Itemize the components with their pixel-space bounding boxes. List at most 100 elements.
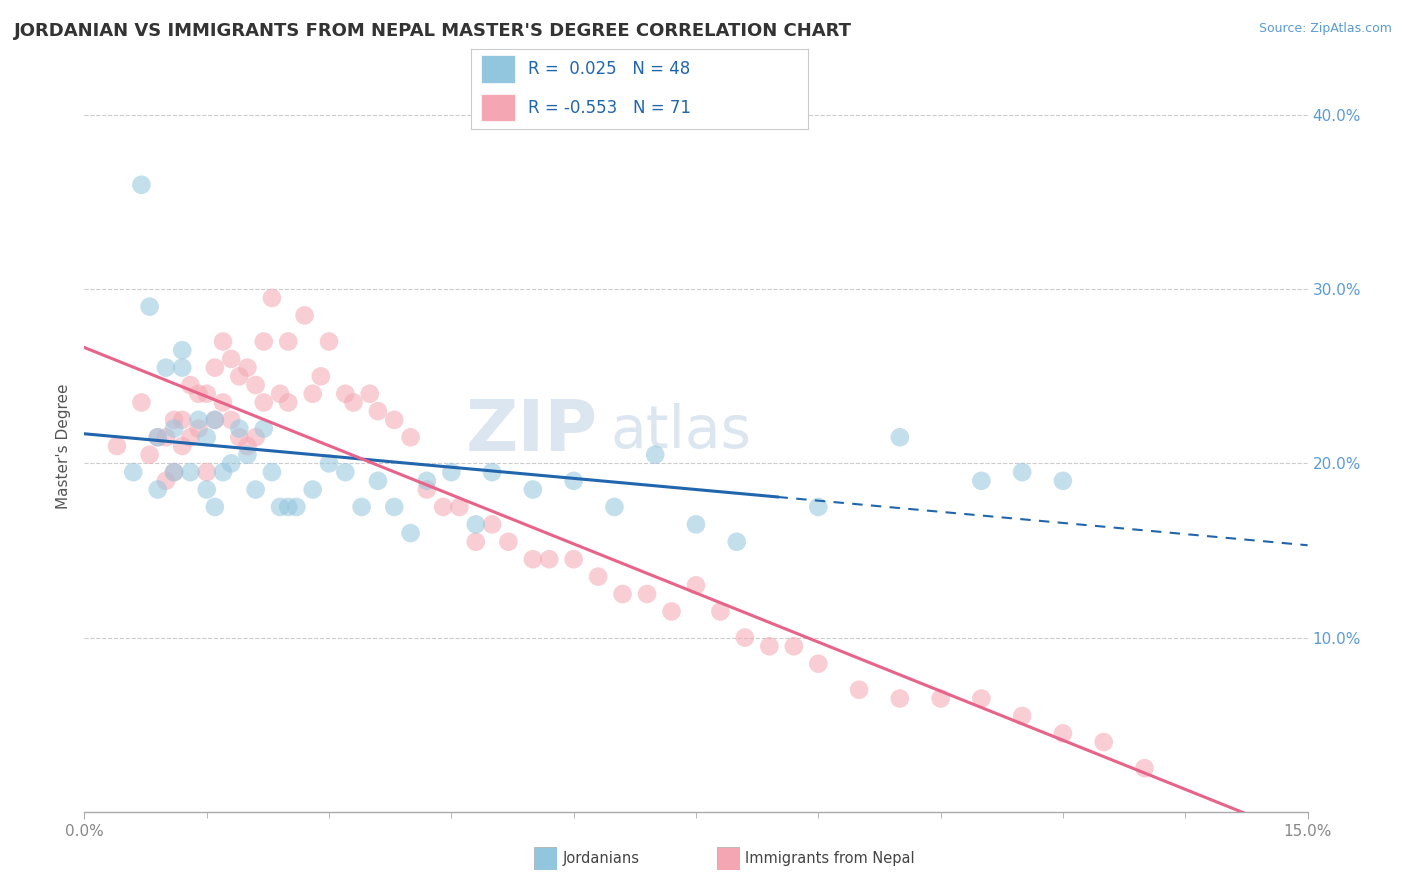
Point	[807, 500, 830, 514]
Point	[1092, 735, 1115, 749]
Point	[195, 430, 218, 444]
Text: Source: ZipAtlas.com: Source: ZipAtlas.com	[1258, 22, 1392, 36]
Point	[889, 430, 911, 444]
Point	[277, 334, 299, 349]
Point	[269, 500, 291, 514]
Point	[1133, 761, 1156, 775]
Point	[449, 500, 471, 514]
Point	[172, 360, 194, 375]
Point	[382, 413, 405, 427]
Point	[522, 483, 544, 497]
Point	[277, 395, 299, 409]
Point	[163, 465, 186, 479]
Point	[195, 386, 218, 401]
Point	[172, 413, 194, 427]
Point	[105, 439, 128, 453]
Point	[464, 534, 486, 549]
Point	[929, 691, 952, 706]
Point	[367, 404, 389, 418]
Point	[1052, 726, 1074, 740]
Text: JORDANIAN VS IMMIGRANTS FROM NEPAL MASTER'S DEGREE CORRELATION CHART: JORDANIAN VS IMMIGRANTS FROM NEPAL MASTE…	[14, 22, 852, 40]
Point	[204, 360, 226, 375]
Point	[131, 178, 153, 192]
Text: Immigrants from Nepal: Immigrants from Nepal	[745, 851, 915, 865]
Point	[228, 421, 250, 435]
Point	[301, 483, 323, 497]
Point	[335, 465, 357, 479]
Point	[848, 682, 870, 697]
Point	[228, 430, 250, 444]
Point	[163, 465, 186, 479]
Point	[294, 309, 316, 323]
Point	[1011, 709, 1033, 723]
Point	[269, 386, 291, 401]
Point	[219, 351, 242, 366]
Point	[783, 640, 806, 654]
Point	[277, 500, 299, 514]
Point	[586, 569, 609, 583]
Text: Jordanians: Jordanians	[562, 851, 640, 865]
Point	[172, 439, 194, 453]
Point	[236, 360, 259, 375]
Point	[155, 360, 177, 375]
Point	[399, 430, 422, 444]
Point	[367, 474, 389, 488]
Point	[187, 386, 209, 401]
Point	[187, 421, 209, 435]
Point	[382, 500, 405, 514]
Point	[416, 474, 439, 488]
Point	[253, 421, 276, 435]
Point	[1052, 474, 1074, 488]
Point	[253, 395, 276, 409]
Point	[685, 578, 707, 592]
Point	[212, 334, 235, 349]
Point	[285, 500, 308, 514]
Bar	[481, 55, 515, 83]
Point	[464, 517, 486, 532]
Text: atlas: atlas	[610, 403, 751, 460]
Point	[538, 552, 561, 566]
Point	[245, 483, 267, 497]
Point	[195, 483, 218, 497]
Point	[603, 500, 626, 514]
Point	[970, 474, 993, 488]
Point	[432, 500, 454, 514]
Point	[522, 552, 544, 566]
Point	[301, 386, 323, 401]
Point	[212, 395, 235, 409]
Text: R = -0.553   N = 71: R = -0.553 N = 71	[529, 99, 692, 117]
Point	[179, 465, 201, 479]
Point	[350, 500, 373, 514]
Point	[122, 465, 145, 479]
Point	[204, 413, 226, 427]
Point	[416, 483, 439, 497]
Point	[179, 378, 201, 392]
Point	[163, 421, 186, 435]
Point	[342, 395, 364, 409]
Point	[498, 534, 520, 549]
Point	[138, 448, 160, 462]
Point	[187, 413, 209, 427]
Point	[131, 395, 153, 409]
Point	[245, 430, 267, 444]
Point	[260, 291, 283, 305]
Point	[758, 640, 780, 654]
Point	[236, 439, 259, 453]
Point	[335, 386, 357, 401]
Point	[734, 631, 756, 645]
Point	[399, 526, 422, 541]
Text: R =  0.025   N = 48: R = 0.025 N = 48	[529, 60, 690, 78]
Point	[245, 378, 267, 392]
Point	[644, 448, 666, 462]
Point	[212, 465, 235, 479]
Point	[970, 691, 993, 706]
Point	[236, 448, 259, 462]
Point	[481, 517, 503, 532]
Point	[155, 430, 177, 444]
Text: ZIP: ZIP	[465, 397, 598, 466]
Bar	[481, 94, 515, 121]
Point	[889, 691, 911, 706]
Point	[179, 430, 201, 444]
Point	[172, 343, 194, 358]
Point	[709, 604, 731, 618]
